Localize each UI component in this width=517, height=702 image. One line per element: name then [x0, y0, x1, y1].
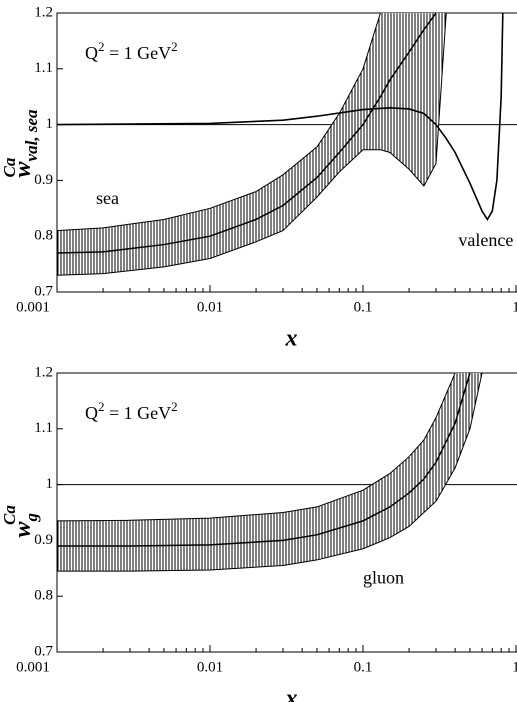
y-label-base: w [10, 160, 36, 177]
annotation: Q2 = 1 GeV2 [85, 399, 178, 423]
y-label-sup: Ca [0, 505, 19, 525]
x-axis-label: x [285, 326, 298, 352]
y-label-sup: Ca [0, 157, 19, 177]
y-label-sub: g [22, 512, 41, 522]
y-tick-label: 1.2 [34, 4, 53, 20]
x-tick-label: 0.01 [197, 299, 223, 315]
annotation: Q2 = 1 GeV2 [85, 39, 178, 63]
y-tick-label: 0.9 [34, 172, 53, 188]
y-label-base: w [10, 521, 36, 538]
plot-frame [56, 372, 517, 653]
x-tick-label: 1 [512, 299, 517, 315]
y-axis-label: wval, seaCa [0, 109, 41, 177]
x-tick-label: 1 [512, 659, 517, 675]
x-tick-label: 0.1 [354, 659, 373, 675]
y-tick-label: 0.8 [34, 228, 53, 244]
y-tick-label: 1.1 [34, 420, 53, 436]
y-label-sub: val, sea [22, 109, 41, 161]
series-line [57, 13, 437, 254]
annotation-text: Q [85, 43, 98, 63]
x-tick-label: 0.001 [16, 299, 50, 315]
annotation-text: = 1 GeV [105, 43, 172, 63]
x-tick-label: 0.1 [354, 299, 373, 315]
error-band [57, 13, 447, 276]
annotation-sup: 2 [171, 399, 178, 414]
y-tick-label: 1.2 [34, 364, 53, 380]
y-tick-label: 1 [46, 476, 54, 492]
annotation-sup: 2 [98, 399, 105, 414]
plot-area [57, 13, 517, 276]
panel: 0.7 0.8 0.9 1 1.1 1.2 0.001 0.01 0.1 1 x wval, seaC… [0, 4, 517, 352]
series-label: gluon [363, 568, 404, 588]
y-tick-label: 1 [46, 116, 54, 132]
x-tick-label: 0.001 [16, 659, 50, 675]
x-tick-label: 0.01 [197, 659, 223, 675]
y-tick-label: 0.7 [34, 643, 53, 659]
annotation-sup: 2 [98, 39, 105, 54]
series-line [57, 373, 471, 547]
plot-frame [56, 12, 517, 293]
y-tick-label: 0.8 [34, 588, 53, 604]
series-label: valence [458, 230, 513, 250]
annotation-text: Q [85, 403, 98, 423]
y-tick-label: 1.1 [34, 60, 53, 76]
series-label: sea [96, 188, 119, 208]
plot-area [57, 373, 517, 572]
series-line [57, 13, 504, 221]
error-band [57, 373, 483, 572]
annotation-text: = 1 GeV [105, 403, 172, 423]
y-tick-label: 0.9 [34, 532, 53, 548]
y-axis-label: wgCa [0, 505, 41, 538]
annotation-sup: 2 [171, 39, 178, 54]
x-axis-label: x [285, 686, 298, 702]
y-tick-label: 0.7 [34, 283, 53, 299]
